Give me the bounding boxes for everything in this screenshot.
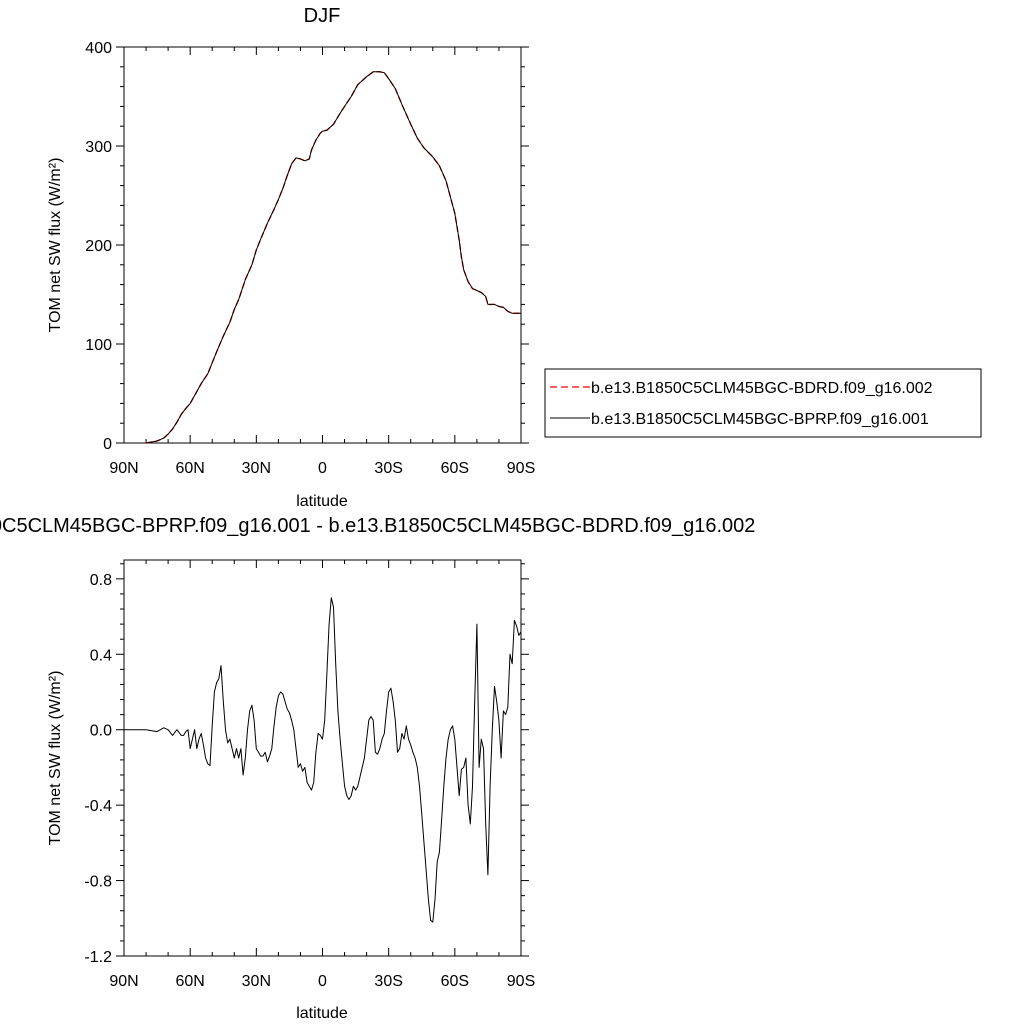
bottom-plot-frame — [123, 559, 522, 957]
series-line-solid-1 — [124, 597, 522, 923]
bottom-x-axis-label: latitude — [296, 1005, 348, 1022]
y-tick-label: 200 — [85, 238, 112, 255]
bottom-plot-series — [124, 597, 522, 923]
top-axis-ticks: 90N 60N 30N 0 30S 60S 90S 0 100 200 300 400 — [85, 40, 535, 477]
x-tick-label: 30S — [374, 460, 402, 477]
top-plot-frame — [123, 46, 522, 444]
x-tick-label: 30S — [374, 973, 402, 990]
y-tick-label: -1.2 — [84, 949, 112, 966]
legend-entry-2-label: b.e13.B1850C5CLM45BGC-BPRP.f09_g16.001 — [591, 411, 929, 428]
bottom-axis-ticks: 90N 60N 30N 0 30S 60S 90S 0.8 0.4 0.0 -0.4 -0.8 -1.2 — [84, 560, 535, 990]
top-y-axis-label: TOM net SW flux (W/m²) — [47, 158, 64, 333]
y-tick-label: -0.4 — [84, 798, 112, 815]
y-tick-label: 100 — [85, 337, 112, 354]
bottom-chart-title: b.e13.B1850C5CLM45BGC-BPRP.f09_g16.001 -… — [0, 515, 755, 537]
y-tick-label: 0.8 — [90, 572, 112, 589]
x-tick-label: 30N — [242, 460, 271, 477]
x-tick-label: 60S — [441, 460, 469, 477]
y-tick-label: 0 — [103, 436, 112, 453]
legend-entry-1-label: b.e13.B1850C5CLM45BGC-BDRD.f09_g16.002 — [591, 380, 933, 397]
top-x-axis-label: latitude — [296, 493, 348, 510]
x-tick-label: 0 — [318, 973, 327, 990]
x-tick-label: 60N — [175, 973, 204, 990]
y-tick-label: 300 — [85, 139, 112, 156]
top-panel: DJF 90N 60N 30N 0 30S 60S 90S 0 100 200 300 400 lat… — [47, 5, 535, 510]
x-tick-label: 90N — [109, 460, 138, 477]
top-plot-series — [145, 71, 521, 444]
x-tick-label: 60N — [175, 460, 204, 477]
y-tick-label: -0.8 — [84, 874, 112, 891]
legend-box — [544, 368, 982, 438]
series-line-solid-0 — [146, 71, 521, 444]
series-line-dashed-0 — [145, 71, 521, 444]
x-tick-label: 30N — [242, 973, 271, 990]
top-chart-title: DJF — [304, 5, 341, 27]
y-tick-label: 400 — [85, 40, 112, 57]
x-tick-label: 0 — [318, 460, 327, 477]
bottom-panel: b.e13.B1850C5CLM45BGC-BPRP.f09_g16.001 -… — [0, 515, 755, 1022]
y-tick-label: 0.4 — [90, 647, 112, 664]
bottom-y-axis-label: TOM net SW flux (W/m²) — [47, 671, 64, 846]
x-tick-label: 90N — [109, 973, 138, 990]
x-tick-label: 90S — [507, 460, 535, 477]
x-tick-label: 90S — [507, 973, 535, 990]
y-tick-label: 0.0 — [90, 723, 112, 740]
x-tick-label: 60S — [441, 973, 469, 990]
legend: b.e13.B1850C5CLM45BGC-BDRD.f09_g16.002 b… — [544, 368, 982, 438]
